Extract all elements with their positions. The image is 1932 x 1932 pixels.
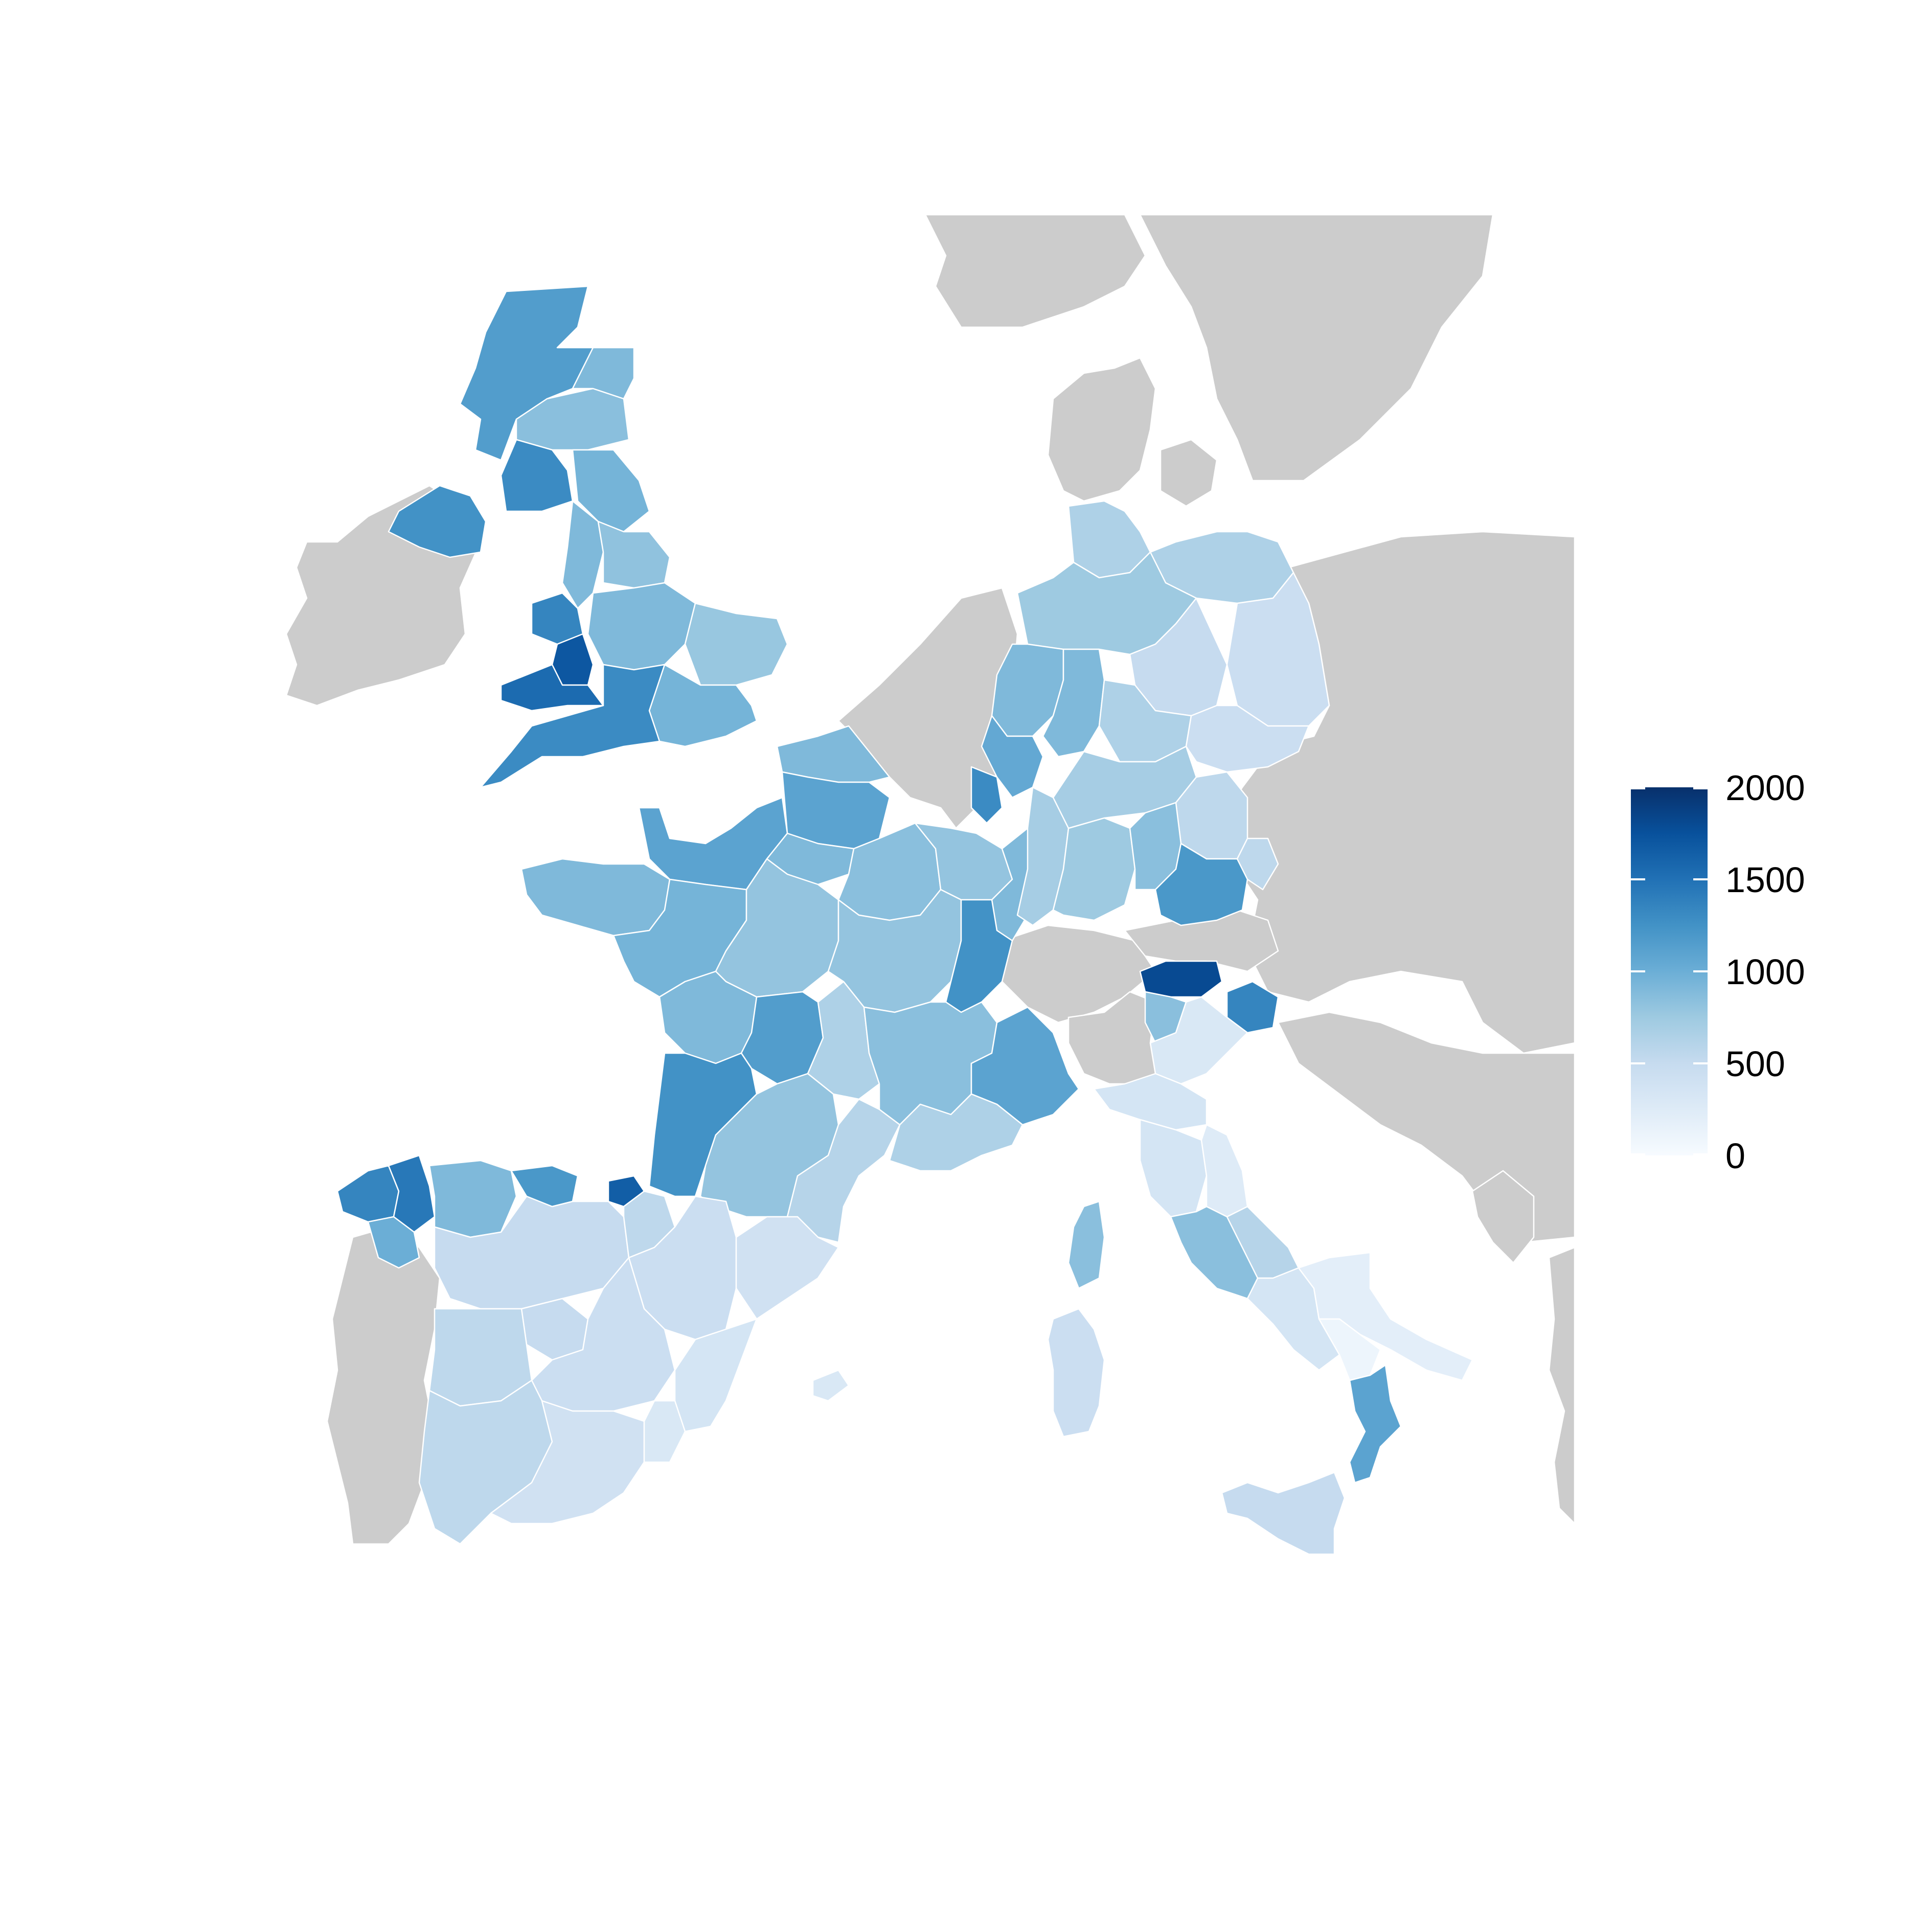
- legend-label-0: 0: [1725, 1136, 1745, 1176]
- region-germany-hessen[interactable]: [1042, 648, 1105, 758]
- legend-label-1000: 1000: [1725, 952, 1805, 992]
- denmark-islands: [1160, 439, 1218, 507]
- region-england-east[interactable]: [684, 602, 788, 686]
- legend-ticks: [1631, 787, 1708, 1155]
- region-france-centre[interactable]: [715, 858, 839, 998]
- region-italy-calabria[interactable]: [1349, 1364, 1402, 1484]
- region-spain-galicia-inland[interactable]: [388, 1154, 436, 1233]
- region-scotland-southwest[interactable]: [500, 439, 574, 512]
- region-italy-sicily[interactable]: [1221, 1471, 1346, 1555]
- region-germany-wuerttemberg[interactable]: [1052, 817, 1136, 921]
- legend-label-1500: 1500: [1725, 860, 1805, 900]
- no-data-regions: [285, 214, 1576, 1545]
- color-legend: 2000 1500 1000 500 0: [1631, 768, 1805, 1176]
- portugal-landmass: [326, 1226, 441, 1545]
- region-spain-valencia[interactable]: [674, 1318, 758, 1433]
- region-italy-marche[interactable]: [1200, 1124, 1248, 1218]
- region-england-northeast[interactable]: [572, 449, 650, 533]
- region-france-alpes-east[interactable]: [970, 1006, 1080, 1126]
- region-balearic-islands[interactable]: [812, 1369, 850, 1402]
- region-germany-brandenburg[interactable]: [1226, 572, 1330, 727]
- region-spain-galicia-coast[interactable]: [336, 1165, 400, 1223]
- region-germany-bayern-far-east[interactable]: [1236, 837, 1279, 891]
- region-northern-ireland[interactable]: [388, 485, 487, 558]
- region-spain-andalucia-east[interactable]: [490, 1400, 645, 1525]
- data-regions: [336, 285, 1473, 1555]
- albania-fragment: [1471, 1170, 1535, 1264]
- legend-label-500: 500: [1725, 1044, 1785, 1084]
- region-italy-emilia[interactable]: [1093, 1073, 1208, 1131]
- region-spain-castilla-south[interactable]: [531, 1257, 676, 1412]
- region-france-auvergne[interactable]: [807, 981, 880, 1100]
- region-spain-murcia[interactable]: [643, 1400, 686, 1463]
- region-spain-galicia-south[interactable]: [367, 1216, 420, 1269]
- region-scotland-northeast[interactable]: [572, 347, 635, 400]
- legend-label-2000: 2000: [1725, 768, 1805, 808]
- region-england-yorkshire[interactable]: [597, 520, 671, 589]
- region-spain-asturias[interactable]: [428, 1160, 517, 1238]
- region-france-paca[interactable]: [889, 1093, 1024, 1172]
- legend-labels: 2000 1500 1000 500 0: [1725, 768, 1805, 1176]
- sweden-landmass: [1139, 214, 1494, 482]
- region-france-bretagne[interactable]: [520, 858, 671, 937]
- region-italy-tuscany[interactable]: [1139, 1119, 1208, 1218]
- denmark-landmass: [1047, 357, 1156, 502]
- scandinavia-landmass: [924, 214, 1146, 328]
- region-spain-cantabria[interactable]: [510, 1165, 579, 1208]
- region-england-southwest[interactable]: [480, 664, 666, 788]
- region-germany-saar[interactable]: [970, 766, 1003, 824]
- greece-fragment: [1548, 1246, 1576, 1526]
- region-england-midlands[interactable]: [587, 582, 696, 671]
- region-germany-nrw[interactable]: [991, 643, 1064, 737]
- region-spain-catalonia[interactable]: [735, 1216, 839, 1320]
- region-italy-suedtirol[interactable]: [1139, 960, 1223, 998]
- region-germany-sachsen[interactable]: [1185, 704, 1310, 773]
- region-wales-south[interactable]: [500, 664, 604, 712]
- region-france-corsica[interactable]: [1067, 1200, 1105, 1289]
- region-italy-sardinia[interactable]: [1047, 1308, 1105, 1438]
- region-italy-basilicata[interactable]: [1318, 1318, 1381, 1381]
